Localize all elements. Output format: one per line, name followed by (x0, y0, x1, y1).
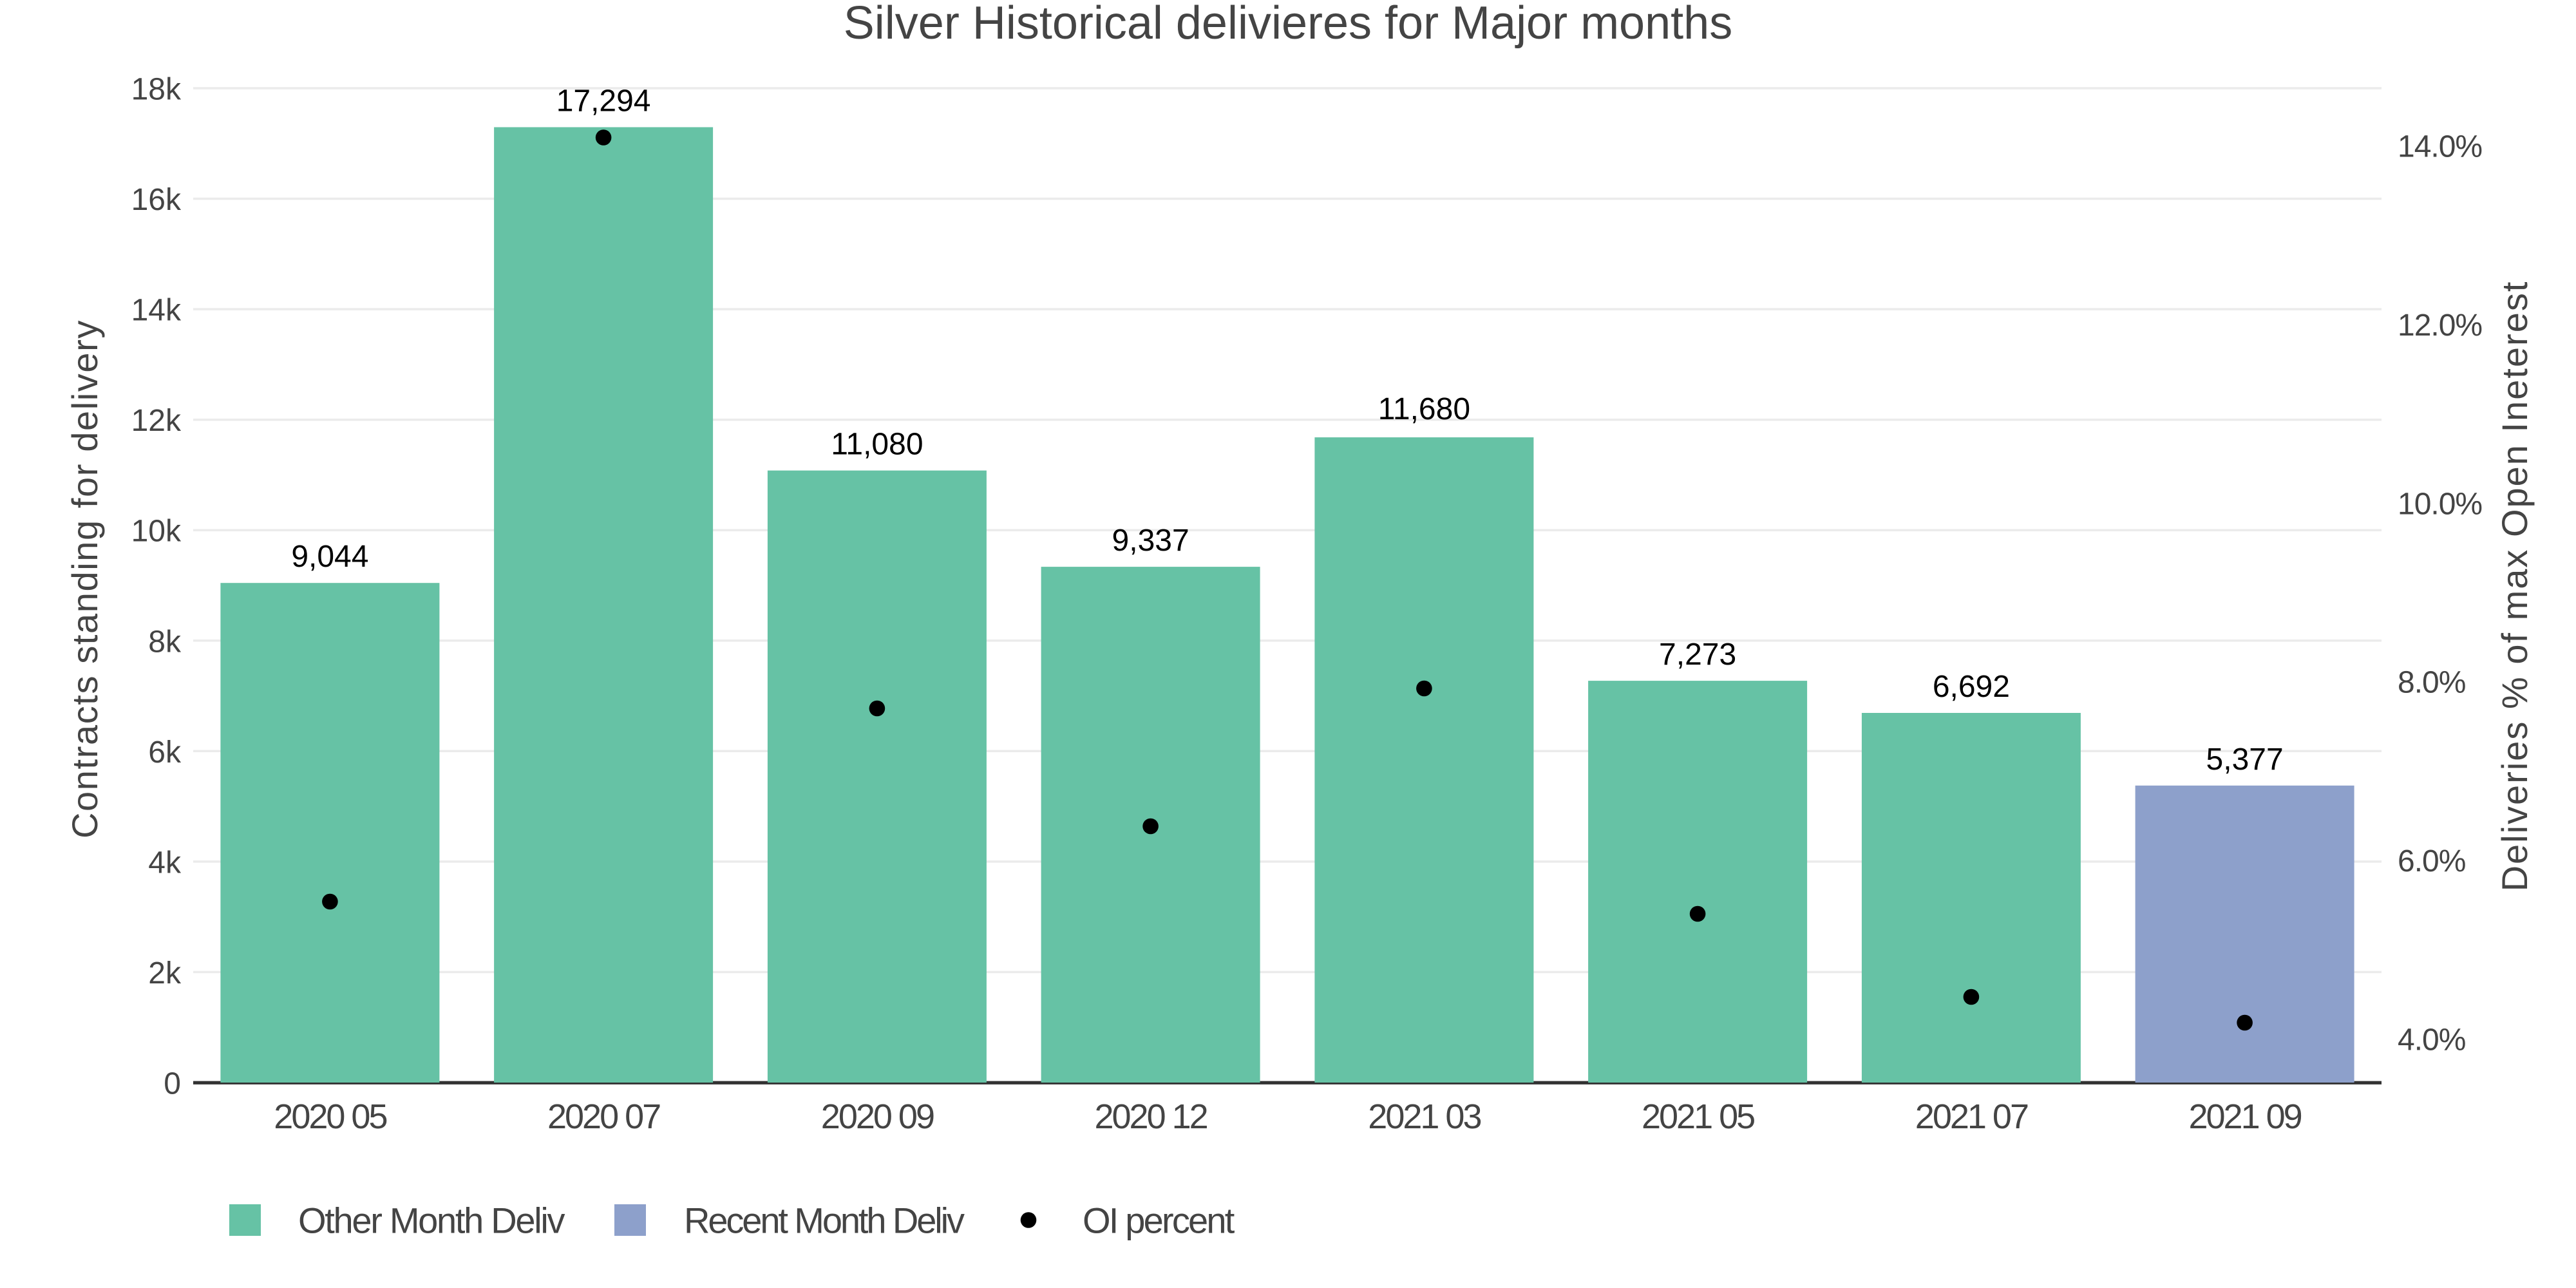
svg-text:5,377: 5,377 (2206, 743, 2284, 777)
svg-text:2021 07: 2021 07 (1915, 1097, 2028, 1136)
svg-text:2021 03: 2021 03 (1368, 1097, 1481, 1136)
svg-text:Deliveries % of max Open Inete: Deliveries % of max Open Ineterest (2494, 281, 2535, 892)
svg-text:2k: 2k (148, 956, 182, 990)
svg-text:OI percent: OI percent (1083, 1200, 1235, 1241)
svg-text:Silver Historical delivieres f: Silver Historical delivieres for Major m… (844, 0, 1732, 49)
svg-text:2021 05: 2021 05 (1642, 1097, 1754, 1136)
svg-text:9,044: 9,044 (291, 540, 368, 574)
svg-text:4k: 4k (148, 846, 182, 880)
svg-text:18k: 18k (131, 73, 182, 107)
svg-text:6k: 6k (148, 735, 182, 770)
svg-text:2020 09: 2020 09 (821, 1097, 934, 1136)
svg-text:10k: 10k (131, 515, 182, 549)
svg-text:9,337: 9,337 (1112, 524, 1189, 558)
svg-text:Other Month Deliv: Other Month Deliv (298, 1200, 565, 1241)
svg-text:0: 0 (164, 1067, 181, 1101)
svg-text:12.0%: 12.0% (2398, 308, 2482, 343)
svg-text:2021 09: 2021 09 (2188, 1097, 2301, 1136)
svg-text:8.0%: 8.0% (2398, 666, 2465, 700)
svg-text:Recent Month Deliv: Recent Month Deliv (684, 1200, 965, 1241)
svg-text:16k: 16k (131, 183, 182, 217)
svg-text:14k: 14k (131, 294, 182, 328)
svg-text:7,273: 7,273 (1659, 638, 1736, 672)
svg-text:14.0%: 14.0% (2398, 130, 2482, 164)
svg-text:17,294: 17,294 (556, 84, 651, 118)
svg-text:10.0%: 10.0% (2398, 487, 2482, 521)
svg-text:11,680: 11,680 (1378, 392, 1470, 426)
svg-text:Contracts standing for deliver: Contracts standing for delivery (64, 319, 105, 838)
svg-text:6,692: 6,692 (1933, 670, 2010, 704)
svg-text:8k: 8k (148, 625, 182, 659)
svg-text:12k: 12k (131, 404, 182, 438)
svg-text:11,080: 11,080 (831, 428, 923, 462)
svg-text:2020 05: 2020 05 (274, 1097, 386, 1136)
svg-text:4.0%: 4.0% (2398, 1023, 2465, 1057)
svg-text:2020 12: 2020 12 (1094, 1097, 1207, 1136)
svg-text:2020 07: 2020 07 (547, 1097, 660, 1136)
svg-text:6.0%: 6.0% (2398, 844, 2465, 878)
